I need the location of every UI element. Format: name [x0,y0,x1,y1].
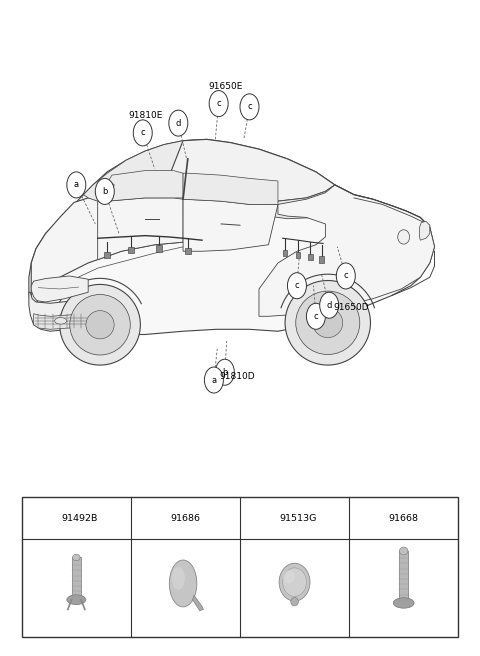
Circle shape [133,120,152,146]
Text: c: c [247,102,252,112]
Polygon shape [29,139,434,335]
Bar [399,551,408,603]
Polygon shape [183,199,278,251]
Text: c: c [344,272,348,281]
Bar [104,252,110,258]
Text: c: c [295,281,299,290]
Ellipse shape [279,564,310,601]
Polygon shape [102,171,183,201]
Circle shape [96,178,114,205]
Polygon shape [192,595,204,611]
Text: d: d [176,119,181,128]
Polygon shape [420,221,430,240]
Polygon shape [29,292,88,331]
Ellipse shape [283,571,295,583]
Text: 91492B: 91492B [61,514,97,523]
Ellipse shape [285,281,371,365]
Ellipse shape [72,554,80,561]
Circle shape [204,367,223,393]
Ellipse shape [172,567,185,590]
Text: d: d [364,514,369,523]
Ellipse shape [70,295,130,355]
Polygon shape [259,185,434,316]
Polygon shape [34,312,88,329]
Polygon shape [31,197,202,315]
Ellipse shape [55,318,67,324]
Circle shape [32,508,47,528]
Circle shape [288,273,306,298]
Text: b: b [222,368,228,377]
Text: a: a [74,180,79,190]
Text: c: c [216,99,221,108]
Ellipse shape [398,230,409,244]
Text: a: a [36,514,42,523]
Bar [283,250,288,256]
Ellipse shape [86,311,114,339]
Polygon shape [183,173,278,205]
Polygon shape [31,276,88,302]
Text: d: d [326,300,332,310]
Text: b: b [102,187,108,196]
Polygon shape [84,139,207,201]
Ellipse shape [393,598,414,608]
Text: c: c [313,312,318,321]
Polygon shape [97,198,183,260]
Bar [296,252,300,258]
Text: 91513G: 91513G [279,514,317,523]
Circle shape [320,292,339,318]
Text: b: b [145,514,151,523]
Circle shape [240,94,259,120]
Ellipse shape [67,595,86,605]
Circle shape [67,172,86,198]
Bar [308,254,312,260]
Circle shape [306,303,325,329]
Text: 91810D: 91810D [220,373,255,381]
Text: c: c [255,514,260,523]
Polygon shape [268,185,373,218]
Polygon shape [159,139,335,206]
Bar [319,256,324,263]
Bar [185,248,191,255]
Circle shape [209,91,228,117]
Circle shape [169,110,188,136]
Polygon shape [103,182,114,192]
Circle shape [251,508,264,528]
Bar [128,247,134,253]
Text: 91686: 91686 [170,514,200,523]
Text: 91650E: 91650E [209,81,243,91]
Ellipse shape [169,560,197,607]
Bar [156,245,162,252]
Ellipse shape [291,598,299,606]
Ellipse shape [399,547,408,555]
Circle shape [360,508,374,528]
Circle shape [216,359,234,385]
Ellipse shape [60,285,140,365]
Ellipse shape [283,568,306,596]
Ellipse shape [296,291,360,354]
Text: a: a [211,375,216,384]
Circle shape [141,508,156,528]
Text: 91810E: 91810E [128,111,162,120]
Ellipse shape [313,308,343,338]
Bar [72,558,81,600]
Circle shape [336,263,355,289]
Text: 91650D: 91650D [334,302,369,312]
Text: c: c [141,129,145,137]
Bar [22,497,458,637]
Text: 91668: 91668 [388,514,419,523]
